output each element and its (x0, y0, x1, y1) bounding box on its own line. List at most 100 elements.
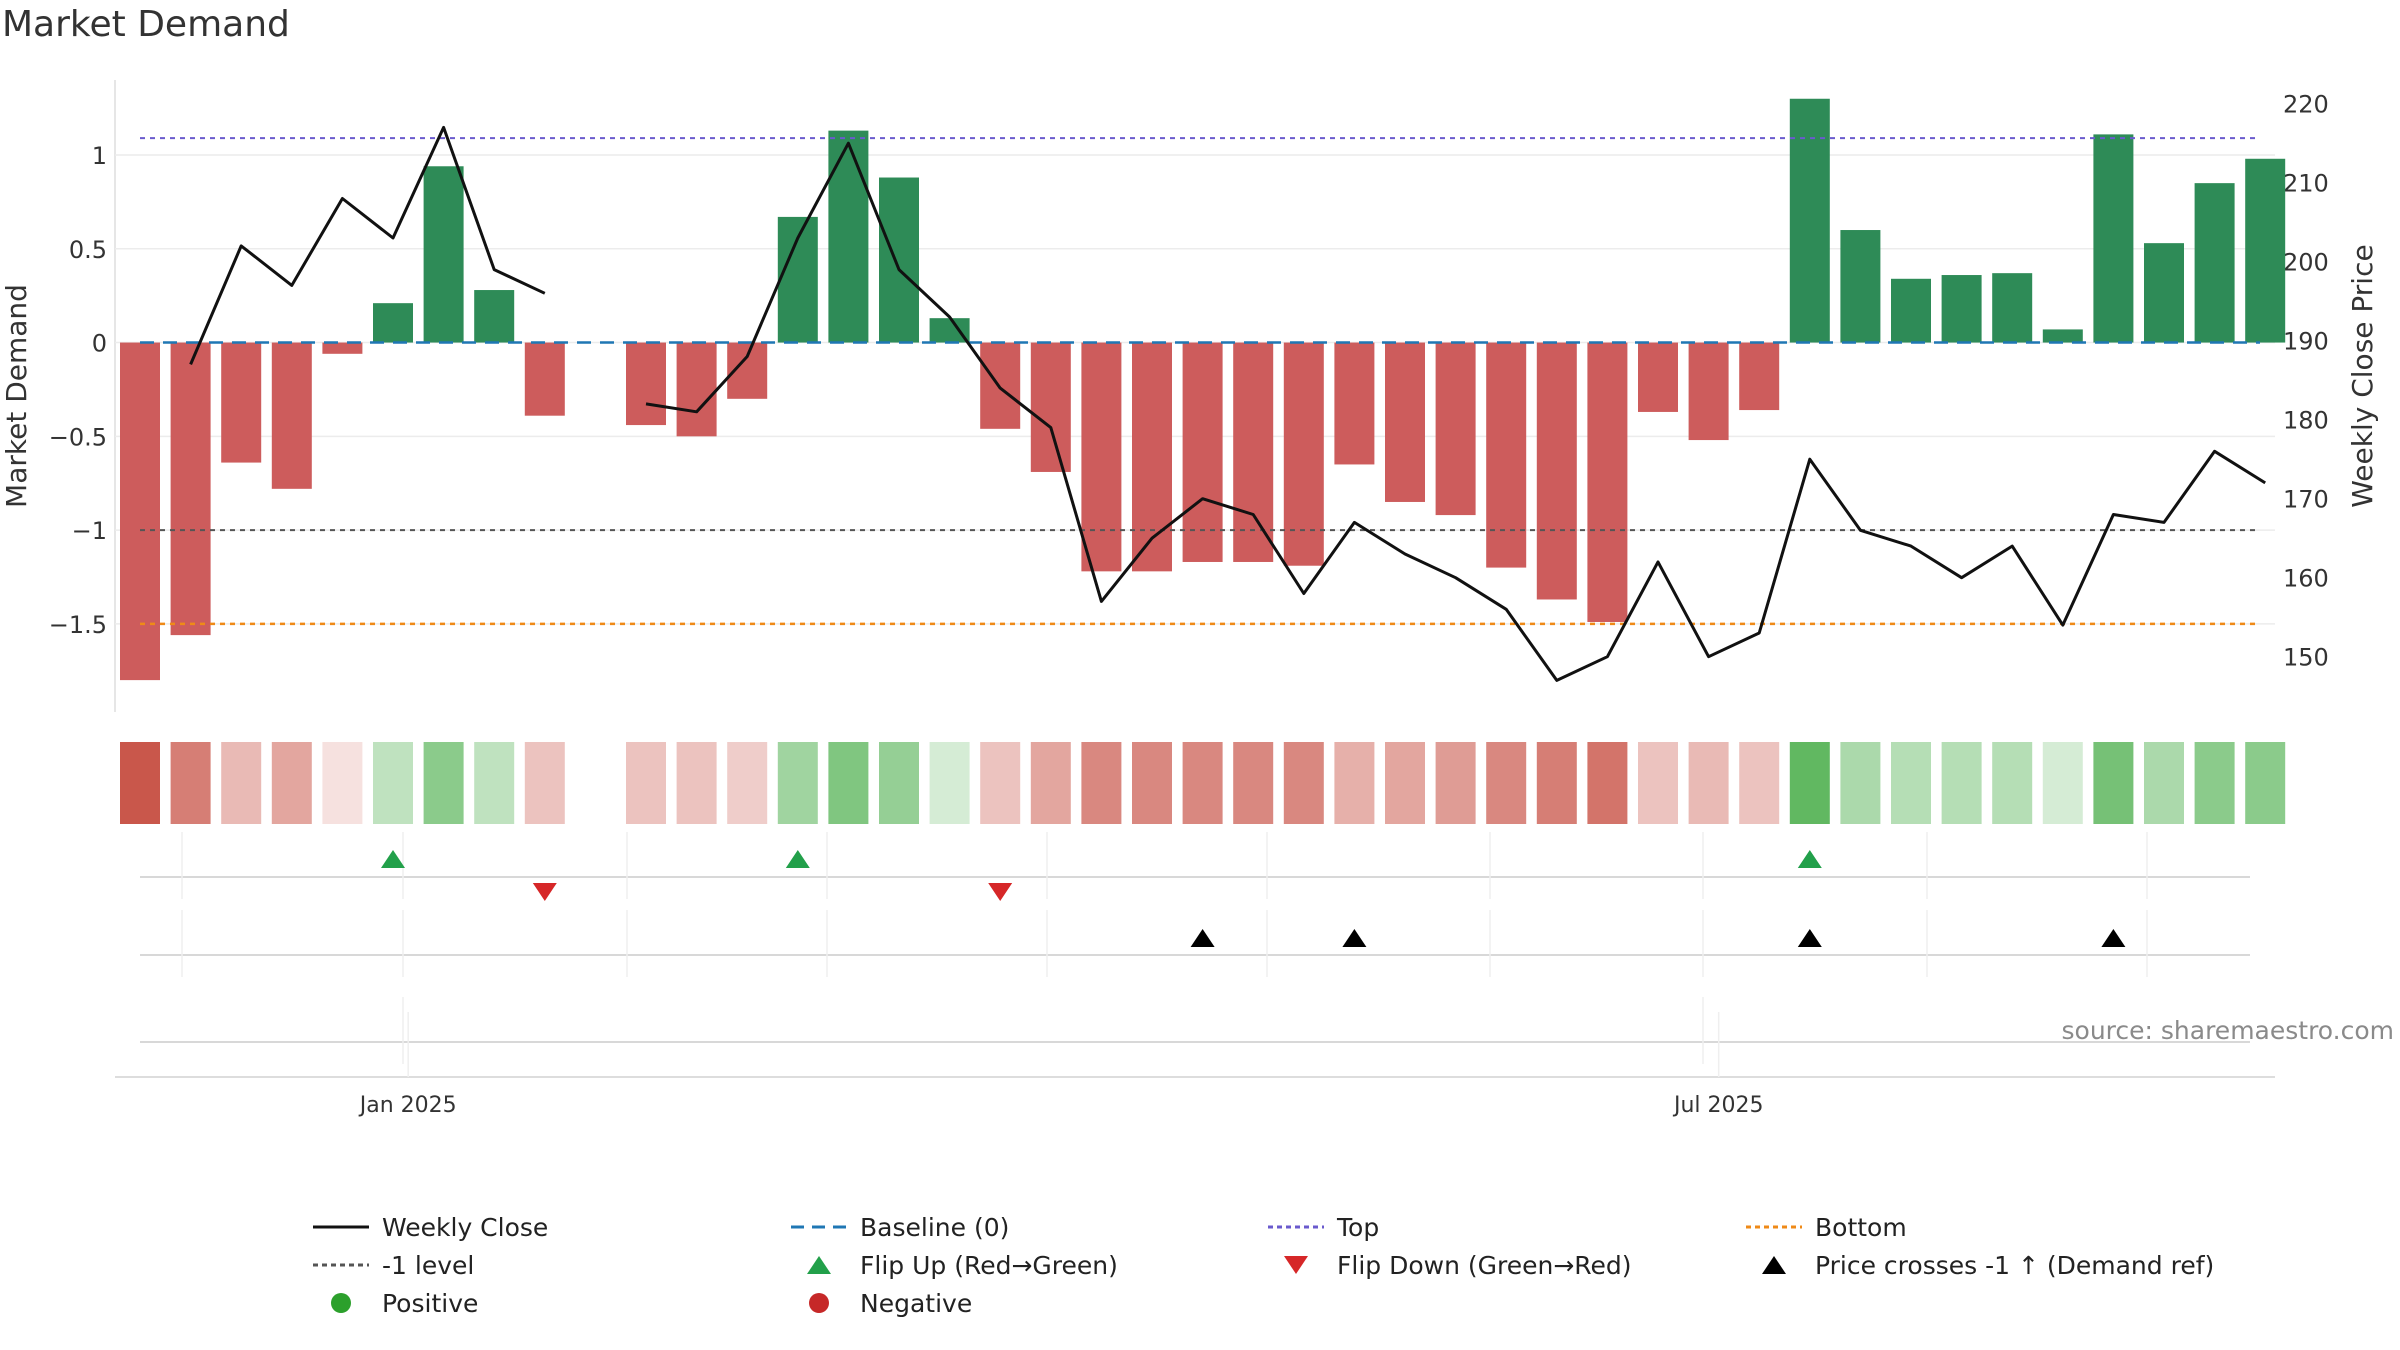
x-tick-label: Jul 2025 (1672, 1093, 1764, 1118)
legend-item: Bottom (1743, 1208, 1907, 1246)
legend-symbol (313, 1225, 369, 1229)
demand-bar (1587, 342, 1628, 622)
y2-tick-label: 160 (2283, 565, 2329, 593)
demand-bar (1840, 230, 1881, 343)
demand-bar (221, 342, 262, 463)
y-tick-label: −0.5 (49, 423, 107, 451)
heat-cell (777, 742, 818, 824)
legend-item: Baseline (0) (788, 1208, 1009, 1246)
demand-bar (524, 342, 565, 416)
flip-down-marker (532, 883, 557, 901)
heat-cell (2093, 742, 2134, 824)
heat-cell (170, 742, 211, 824)
legend-triangle-swatch (1284, 1256, 1308, 1274)
legend-symbol (1268, 1225, 1324, 1229)
demand-bar (2093, 134, 2134, 343)
legend-label: Flip Up (Red→Green) (860, 1250, 1118, 1280)
weekly-close-line (645, 141, 2266, 682)
demand-bar (1638, 342, 1678, 412)
legend-label: Top (1337, 1212, 1380, 1242)
legend-triangle-swatch (1762, 1256, 1786, 1274)
heat-cell (2194, 742, 2235, 824)
heat-cell (1891, 742, 1931, 824)
y-tick-label: 1 (92, 142, 107, 170)
heat-cell (2144, 742, 2184, 824)
demand-bar (1182, 342, 1223, 562)
legend-label: Price crosses -1 ↑ (Demand ref) (1815, 1250, 2215, 1280)
price-cross-marker (2101, 929, 2126, 947)
heat-cell (1182, 742, 1223, 824)
heat-cell (120, 742, 160, 824)
heat-cell (1385, 742, 1425, 824)
legend-label: Negative (860, 1288, 973, 1318)
heat-cell (1486, 742, 1527, 824)
demand-bar (1941, 275, 1982, 343)
demand-bar (2194, 183, 2235, 343)
source-credit: source: sharemaestro.com (2061, 1016, 2395, 1045)
heat-cell (1789, 742, 1830, 824)
price-cross-marker (1797, 929, 1822, 947)
legend-symbol (809, 1293, 829, 1313)
demand-bar (1030, 342, 1071, 472)
legend-item: Weekly Close (310, 1208, 548, 1246)
demand-bar (1789, 98, 1830, 343)
heat-cell (1334, 742, 1375, 824)
heat-cell (1283, 742, 1324, 824)
heat-cell (1992, 742, 2033, 824)
demand-bar (1385, 342, 1425, 502)
demand-bar (2245, 158, 2286, 343)
heat-cell (1536, 742, 1577, 824)
legend-symbol (807, 1256, 831, 1274)
heat-cell (980, 742, 1021, 824)
flip-up-marker (1797, 850, 1822, 868)
demand-bar (1486, 342, 1527, 568)
heat-cell (1030, 742, 1071, 824)
legend-item: Price crosses -1 ↑ (Demand ref) (1743, 1246, 2214, 1284)
legend-symbol (1284, 1256, 1308, 1274)
legend-symbol (1762, 1256, 1786, 1274)
price-cross-marker (1342, 929, 1367, 947)
demand-bar (828, 130, 869, 343)
legend-label: Positive (382, 1288, 479, 1318)
heat-cell (727, 742, 768, 824)
y2-tick-label: 190 (2283, 328, 2329, 356)
heat-cell (1739, 742, 1780, 824)
weekly-close-line (189, 125, 546, 365)
y2-axis-label: Weekly Close Price (2346, 244, 2379, 507)
heat-cell (2245, 742, 2286, 824)
heat-cell (1435, 742, 1476, 824)
legend-label: Baseline (0) (860, 1212, 1010, 1242)
heat-cell (1688, 742, 1729, 824)
demand-bar (373, 303, 413, 343)
heat-cell (879, 742, 919, 824)
legend-item: Positive (310, 1284, 478, 1322)
demand-bar (474, 290, 515, 343)
demand-bar (1435, 342, 1476, 516)
legend-item: Negative (788, 1284, 972, 1322)
chart-title: Market Demand (2, 4, 290, 45)
heat-cell (828, 742, 869, 824)
demand-bar (1688, 342, 1729, 441)
legend-symbol (791, 1225, 847, 1229)
heat-cell (373, 742, 413, 824)
flip-up-marker (381, 850, 405, 868)
legend-dot-swatch (331, 1293, 351, 1313)
flip-up-marker (785, 850, 810, 868)
legend-item: Flip Down (Green→Red) (1265, 1246, 1632, 1284)
heat-cell (423, 742, 464, 824)
legend-symbol (1746, 1225, 1802, 1229)
legend-item: Top (1265, 1208, 1379, 1246)
demand-bar (1132, 342, 1172, 572)
demand-bar (626, 342, 666, 426)
flip-down-marker (988, 883, 1013, 901)
y2-tick-label: 210 (2283, 170, 2329, 198)
heat-cell (1638, 742, 1678, 824)
y-tick-label: −1.5 (49, 611, 107, 639)
demand-bar (322, 342, 363, 354)
legend-dot-swatch (809, 1293, 829, 1313)
demand-bar (1992, 273, 2033, 343)
legend-label: Bottom (1815, 1212, 1907, 1242)
legend-label: Weekly Close (382, 1212, 549, 1242)
y-tick-label: −1 (72, 517, 107, 545)
